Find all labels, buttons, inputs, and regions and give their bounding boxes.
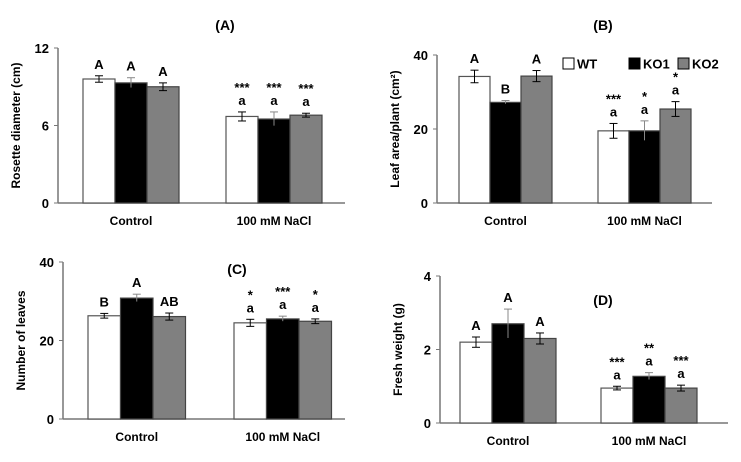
x-category-label: 100 mM NaCl (245, 430, 320, 444)
significance-letter: A (158, 64, 168, 79)
panel-title: (D) (593, 292, 612, 308)
y-axis-label: Rosette diameter (cm) (9, 62, 23, 188)
bar-ko2 (146, 86, 180, 204)
y-tick-label: 0 (47, 412, 54, 427)
significance-letter: a (238, 93, 246, 108)
significance-letter: a (302, 94, 310, 109)
significance-stars: ** (644, 341, 655, 356)
bar-ko2 (298, 320, 333, 420)
significance-stars: * (642, 89, 648, 104)
bar-ko1 (491, 323, 525, 424)
x-category-label: 100 mM NaCl (607, 214, 682, 228)
bar-ko1 (257, 118, 291, 204)
significance-stars: *** (275, 284, 291, 299)
significance-letter: B (100, 294, 109, 309)
bar-wt (82, 78, 116, 204)
bar-ko1 (265, 318, 300, 420)
significance-letter: a (610, 104, 618, 119)
significance-letter: A (132, 275, 142, 290)
bar-ko2 (520, 75, 553, 204)
y-axis-label: Number of leaves (14, 290, 28, 390)
bar-ko1 (119, 297, 154, 420)
significance-letter: A (470, 51, 480, 66)
bar-ko1 (114, 82, 148, 204)
panel-title: (A) (215, 17, 234, 33)
significance-letter: a (641, 102, 649, 117)
significance-letter: A (94, 57, 104, 72)
significance-letter: A (532, 52, 542, 67)
significance-letter: a (645, 354, 653, 369)
bar-wt (225, 115, 259, 204)
x-category-label: Control (115, 430, 158, 444)
significance-letter: AB (160, 294, 179, 309)
significance-stars: * (313, 287, 319, 302)
significance-stars: *** (234, 80, 250, 95)
bar-ko2 (523, 337, 557, 424)
y-tick-label: 40 (40, 255, 54, 270)
significance-stars: *** (609, 354, 625, 369)
significance-letter: a (279, 297, 287, 312)
panel-title: (C) (227, 261, 246, 277)
x-category-label: Control (487, 434, 530, 448)
y-tick-label: 4 (424, 269, 432, 284)
bar-ko2 (664, 387, 698, 424)
bar-wt (458, 75, 491, 204)
significance-letter: A (126, 59, 136, 74)
bar-ko1 (632, 375, 666, 424)
significance-stars: * (673, 70, 679, 85)
significance-letter: A (503, 290, 513, 305)
legend-label-ko1: KO1 (643, 57, 670, 72)
y-tick-label: 20 (40, 334, 54, 349)
legend-label-ko2: KO2 (692, 57, 719, 72)
x-category-label: Control (484, 214, 527, 228)
y-axis-label: Leaf area/plant (cm²) (388, 70, 402, 187)
legend-swatch-ko1 (628, 57, 641, 70)
significance-stars: *** (266, 80, 282, 95)
bar-wt (87, 315, 122, 420)
significance-letter: B (501, 82, 510, 97)
significance-letter: A (535, 314, 545, 329)
significance-stars: *** (673, 353, 689, 368)
significance-letter: a (677, 366, 685, 381)
y-tick-label: 20 (414, 122, 428, 137)
significance-stars: *** (298, 81, 314, 96)
significance-stars: * (248, 287, 254, 302)
y-tick-label: 12 (35, 41, 49, 56)
legend-swatch-wt (562, 57, 575, 70)
bar-ko2 (152, 315, 187, 420)
y-tick-label: 0 (42, 196, 49, 211)
bar-ko2 (289, 114, 323, 204)
significance-letter: A (471, 318, 481, 333)
bar-wt (233, 322, 268, 420)
y-tick-label: 0 (421, 196, 428, 211)
significance-letter: a (270, 93, 278, 108)
significance-letter: a (613, 367, 621, 382)
legend-swatch-ko2 (677, 57, 690, 70)
significance-letter: a (312, 300, 320, 315)
panel-title: (B) (593, 17, 612, 33)
significance-letter: a (672, 83, 680, 98)
x-category-label: 100 mM NaCl (612, 434, 687, 448)
x-category-label: 100 mM NaCl (237, 214, 312, 228)
bar-wt (597, 130, 630, 204)
significance-stars: *** (606, 91, 622, 106)
y-tick-label: 2 (424, 343, 431, 358)
y-axis-label: Fresh weight (g) (391, 303, 405, 396)
y-tick-label: 0 (424, 416, 431, 431)
bar-wt (459, 341, 493, 424)
legend-label-wt: WT (577, 57, 597, 72)
bar-ko1 (489, 101, 522, 204)
significance-letter: a (247, 300, 255, 315)
bar-ko2 (659, 108, 692, 204)
y-tick-label: 6 (42, 119, 49, 134)
bar-wt (600, 387, 634, 424)
bar-ko1 (628, 130, 661, 204)
x-category-label: Control (110, 214, 153, 228)
y-tick-label: 40 (414, 48, 428, 63)
